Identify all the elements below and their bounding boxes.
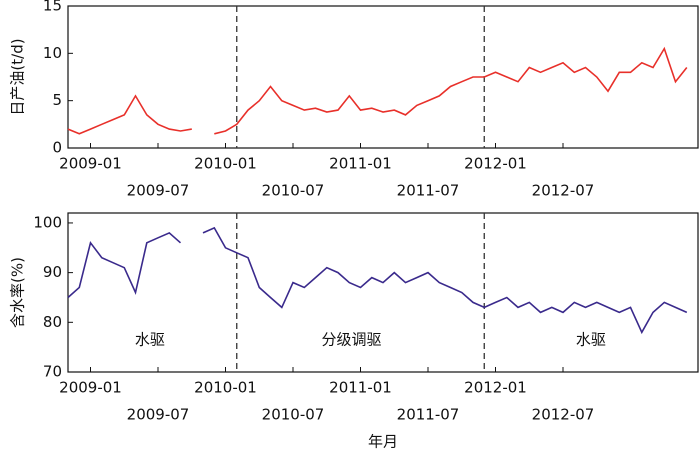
- annotation: 水驱: [576, 331, 606, 349]
- y-tick-label: 100: [33, 213, 62, 231]
- y-tick-label: 10: [43, 44, 62, 62]
- x-tick-label: 2012-07: [532, 406, 595, 424]
- x-tick-label: 2009-01: [59, 155, 122, 173]
- x-tick-label: 2011-01: [329, 379, 392, 397]
- y-tick-label: 5: [52, 91, 62, 109]
- x-tick-label: 2011-07: [397, 406, 460, 424]
- y-axis-label: 日产油(t/d): [9, 38, 27, 115]
- x-tick-label: 2012-07: [532, 182, 595, 200]
- x-tick-label: 2011-07: [397, 182, 460, 200]
- y-tick-label: 0: [52, 139, 62, 157]
- x-tick-label: 2009-07: [127, 406, 190, 424]
- x-tick-label: 2011-01: [329, 155, 392, 173]
- plot-frame: [67, 5, 699, 149]
- x-axis-label: 年月: [368, 433, 398, 451]
- x-tick-label: 2009-01: [59, 379, 122, 397]
- x-tick-label: 2010-07: [262, 406, 325, 424]
- x-tick-label: 2010-01: [194, 379, 257, 397]
- data-line: [67, 46, 688, 135]
- x-tick-label: 2010-01: [194, 155, 257, 173]
- plot-frame: [67, 212, 699, 373]
- y-tick-label: 90: [43, 263, 62, 281]
- x-tick-label: 2009-07: [127, 182, 190, 200]
- data-line: [67, 226, 688, 335]
- annotation: 水驱: [135, 331, 165, 349]
- x-tick-label: 2010-07: [262, 182, 325, 200]
- annotation: 分级调驱: [321, 331, 381, 349]
- y-tick-label: 70: [43, 363, 62, 381]
- y-tick-label: 80: [43, 313, 62, 331]
- x-tick-label: 2012-01: [464, 379, 527, 397]
- y-tick-label: 15: [43, 0, 62, 15]
- x-tick-label: 2012-01: [464, 155, 527, 173]
- y-axis-label: 含水率(%): [9, 257, 27, 328]
